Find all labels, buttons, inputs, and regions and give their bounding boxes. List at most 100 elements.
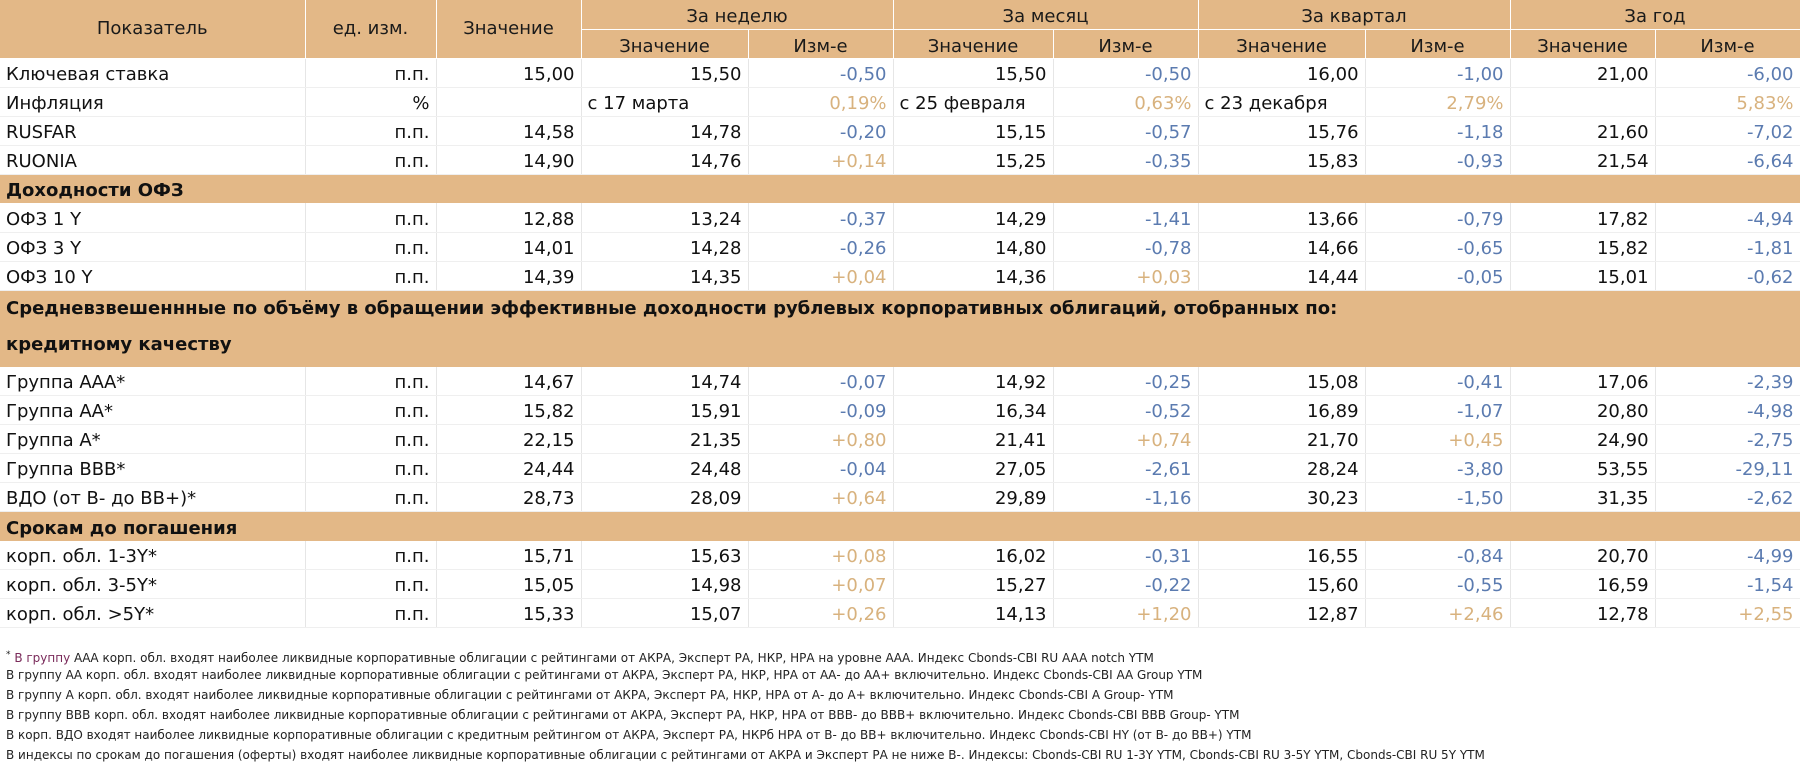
value-cell: 15,82 [436, 395, 582, 425]
value-cell: 14,67 [436, 366, 582, 396]
week-value-cell: 14,74 [581, 366, 749, 396]
value-cell: 12,88 [436, 203, 582, 233]
year-change-cell: -29,11 [1655, 453, 1800, 483]
week-change-cell: -0,09 [748, 395, 894, 425]
footnote-bbb: В группу ВВВ корп. обл. входят наиболее … [6, 708, 1240, 722]
month-value-cell: 14,92 [893, 366, 1054, 396]
value-cell: 15,71 [436, 540, 582, 570]
quarter-change-cell: -1,07 [1365, 395, 1511, 425]
year-value-cell: 15,82 [1510, 232, 1656, 262]
year-change-cell: -7,02 [1655, 116, 1800, 146]
table-body: Ключевая ставка п.п. 15,00 15,50 -0,50 15,50-… [0, 58, 1800, 628]
value-cell: 14,01 [436, 232, 582, 262]
week-change-cell: -0,37 [748, 203, 894, 233]
month-change-cell: -1,16 [1053, 482, 1199, 512]
month-value-cell: 16,34 [893, 395, 1054, 425]
table-row: RUSFAR п.п. 14,58 14,78 -0,20 15,15 -0,57 15,76… [0, 116, 1800, 146]
year-value-cell: 24,90 [1510, 424, 1656, 454]
year-value-cell: 12,78 [1510, 598, 1656, 628]
month-value-cell: 14,36 [893, 261, 1054, 291]
month-change-cell: -0,31 [1053, 540, 1199, 570]
month-change-cell: +0,74 [1053, 424, 1199, 454]
year-value-cell: 17,06 [1510, 366, 1656, 396]
footnote-aaa-lead: В группу [14, 651, 71, 665]
value-cell: 15,33 [436, 598, 582, 628]
table-row: корп. обл. >5Y* п.п. 15,33 15,07 +0,26 14,13 +… [0, 598, 1800, 628]
week-value-cell: 15,07 [581, 598, 749, 628]
month-change-cell: -0,35 [1053, 145, 1199, 175]
header-week-change: Изм-е [748, 29, 894, 59]
quarter-change-cell: 2,79% [1365, 87, 1511, 117]
table-row: корп. обл. 1-3Y* п.п. 15,71 15,63 +0,08 16,02… [0, 540, 1800, 570]
unit-cell: п.п. [305, 598, 437, 628]
header-month-value: Значение [893, 29, 1054, 59]
quarter-value-cell: 15,60 [1198, 569, 1366, 599]
unit-cell: п.п. [305, 145, 437, 175]
header-value: Значение [436, 0, 582, 59]
value-cell: 15,05 [436, 569, 582, 599]
value-cell: 14,39 [436, 261, 582, 291]
week-change-cell: +0,07 [748, 569, 894, 599]
month-change-cell: +0,03 [1053, 261, 1199, 291]
unit-cell: % [305, 87, 437, 117]
indicator-cell: Группа А* [0, 424, 306, 454]
month-change-cell: -0,52 [1053, 395, 1199, 425]
month-value-cell: 14,80 [893, 232, 1054, 262]
unit-cell: п.п. [305, 203, 437, 233]
week-value-cell: 15,63 [581, 540, 749, 570]
table-row: RUONIA п.п. 14,90 14,76 +0,14 15,25 -0,35 15,83… [0, 145, 1800, 175]
value-cell: 14,90 [436, 145, 582, 175]
footnote-maturity: В индексы по срокам до погашения (оферты… [6, 748, 1485, 762]
quarter-value-cell: 15,83 [1198, 145, 1366, 175]
quarter-change-cell: -0,93 [1365, 145, 1511, 175]
table-row: Группа АА* п.п. 15,82 15,91 -0,09 16,34 -0,52 1… [0, 395, 1800, 425]
quarter-value-cell: 28,24 [1198, 453, 1366, 483]
week-value-cell: 15,50 [581, 58, 749, 88]
week-value-cell: 14,76 [581, 145, 749, 175]
month-change-cell: -0,57 [1053, 116, 1199, 146]
unit-cell: п.п. [305, 116, 437, 146]
week-change-cell: -0,26 [748, 232, 894, 262]
month-value-cell: 14,29 [893, 203, 1054, 233]
month-value-cell: с 25 февраля [893, 87, 1054, 117]
week-change-cell: -0,04 [748, 453, 894, 483]
quarter-change-cell: -0,55 [1365, 569, 1511, 599]
value-cell: 24,44 [436, 453, 582, 483]
week-change-cell: +0,14 [748, 145, 894, 175]
section-corporate: Средневзвешеннные по объёму в обращении … [0, 290, 1800, 367]
year-value-cell: 21,60 [1510, 116, 1656, 146]
header-year-value: Значение [1510, 29, 1656, 59]
month-change-cell: -0,22 [1053, 569, 1199, 599]
table-row: Ключевая ставка п.п. 15,00 15,50 -0,50 15,50-… [0, 58, 1800, 88]
quarter-value-cell: 15,76 [1198, 116, 1366, 146]
value-cell [436, 87, 582, 117]
year-change-cell: -2,75 [1655, 424, 1800, 454]
year-change-cell: -4,94 [1655, 203, 1800, 233]
indicator-cell: ОФЗ 3 Y [0, 232, 306, 262]
week-change-cell: -0,07 [748, 366, 894, 396]
year-value-cell: 31,35 [1510, 482, 1656, 512]
month-value-cell: 27,05 [893, 453, 1054, 483]
year-change-cell: -6,64 [1655, 145, 1800, 175]
week-value-cell: 15,91 [581, 395, 749, 425]
year-value-cell: 20,80 [1510, 395, 1656, 425]
unit-cell: п.п. [305, 261, 437, 291]
year-change-cell: -0,62 [1655, 261, 1800, 291]
week-value-cell: 24,48 [581, 453, 749, 483]
header-group-month: За месяц [893, 0, 1199, 30]
section-maturity-title: Срокам до погашения [0, 511, 1800, 541]
quarter-change-cell: -3,80 [1365, 453, 1511, 483]
month-value-cell: 15,27 [893, 569, 1054, 599]
year-change-cell: +2,55 [1655, 598, 1800, 628]
unit-cell: п.п. [305, 58, 437, 88]
week-value-cell: 14,35 [581, 261, 749, 291]
indicator-cell: RUONIA [0, 145, 306, 175]
month-value-cell: 21,41 [893, 424, 1054, 454]
week-value-cell: 28,09 [581, 482, 749, 512]
indicator-cell: ОФЗ 1 Y [0, 203, 306, 233]
month-value-cell: 15,25 [893, 145, 1054, 175]
year-change-cell: -2,39 [1655, 366, 1800, 396]
header-week-value: Значение [581, 29, 749, 59]
year-change-cell: -4,98 [1655, 395, 1800, 425]
